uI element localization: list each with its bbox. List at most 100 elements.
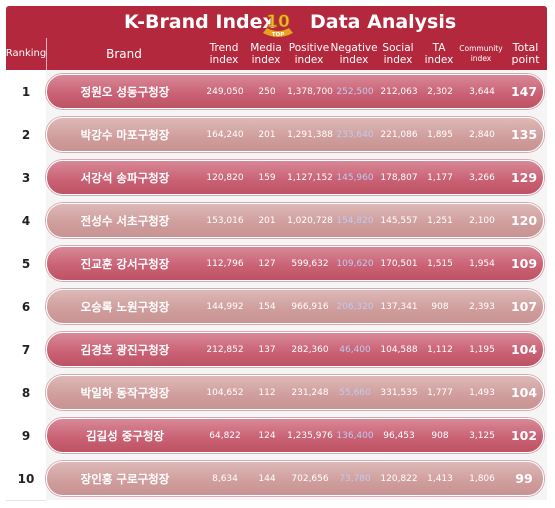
cell-ranking: 1 bbox=[6, 70, 46, 114]
ranking-table: 1 정원오 성동구청장 249,050 250 1,378,700 252,500 212,… bbox=[6, 70, 547, 501]
cell-ta-index: 2,302 bbox=[427, 86, 453, 97]
cell-trend-index: 144,992 bbox=[206, 301, 244, 312]
header-media-index: Media index bbox=[250, 42, 282, 66]
cell-social-index: 178,807 bbox=[380, 172, 418, 183]
cell-brand: 서강석 송파구청장 bbox=[80, 170, 170, 185]
cell-positive-index: 1,378,700 bbox=[287, 86, 333, 97]
cell-negative-index: 109,620 bbox=[336, 258, 374, 269]
table-row: 6 오승록 노원구청장 144,992 154 966,916 206,320 137,34… bbox=[6, 285, 547, 329]
table-row: 8 박일하 동작구청장 104,652 112 231,248 55,660 331,535… bbox=[6, 371, 547, 415]
cell-brand: 김길성 중구청장 bbox=[85, 428, 165, 443]
cell-total-point: 104 bbox=[510, 385, 538, 400]
cell-brand: 정원오 성동구청장 bbox=[80, 84, 170, 99]
cell-social-index: 120,822 bbox=[380, 473, 418, 484]
top10-badge-icon: 10 TOP bbox=[263, 12, 293, 38]
cell-brand: 박일하 동작구청장 bbox=[80, 385, 170, 400]
cell-social-index: 331,535 bbox=[380, 387, 418, 398]
cell-positive-index: 1,127,152 bbox=[287, 172, 333, 183]
header-ta-index: TA index bbox=[424, 42, 454, 66]
cell-trend-index: 64,822 bbox=[209, 430, 241, 441]
cell-positive-index: 702,656 bbox=[291, 473, 329, 484]
table-row: 2 박강수 마포구청장 164,240 201 1,291,388 233,640 221,… bbox=[6, 113, 547, 157]
cell-trend-index: 249,050 bbox=[206, 86, 244, 97]
cell-ta-index: 1,112 bbox=[427, 344, 453, 355]
cell-trend-index: 112,796 bbox=[206, 258, 244, 269]
header-total-point: Total point bbox=[511, 41, 540, 66]
cell-brand: 박강수 마포구청장 bbox=[80, 127, 170, 142]
cell-positive-index: 1,020,728 bbox=[287, 215, 333, 226]
table-row: 5 진교훈 강서구청장 112,796 127 599,632 109,620 170,50… bbox=[6, 242, 547, 286]
cell-social-index: 104,588 bbox=[380, 344, 418, 355]
cell-positive-index: 966,916 bbox=[291, 301, 329, 312]
cell-community-index: 3,266 bbox=[469, 172, 495, 183]
row-pill: 김경호 광진구청장 212,852 137 282,360 46,400 104,588 1… bbox=[46, 332, 544, 367]
cell-negative-index: 252,500 bbox=[336, 86, 374, 97]
cell-ranking: 9 bbox=[6, 414, 46, 458]
cell-community-index: 1,195 bbox=[469, 344, 495, 355]
cell-ta-index: 1,177 bbox=[427, 172, 453, 183]
cell-ta-index: 1,777 bbox=[427, 387, 453, 398]
cell-community-index: 2,393 bbox=[469, 301, 495, 312]
badge-text: TOP bbox=[272, 32, 284, 38]
cell-brand: 전성수 서초구청장 bbox=[80, 213, 170, 228]
table-row: 9 김길성 중구청장 64,822 124 1,235,976 136,400 96,453… bbox=[6, 414, 547, 458]
title-right: Data Analysis bbox=[310, 11, 457, 33]
cell-negative-index: 154,820 bbox=[336, 215, 374, 226]
cell-total-point: 129 bbox=[510, 170, 538, 185]
cell-total-point: 102 bbox=[510, 428, 538, 443]
table-row: 4 전성수 서초구청장 153,016 201 1,020,728 154,820 145,… bbox=[6, 199, 547, 243]
row-pill: 전성수 서초구청장 153,016 201 1,020,728 154,820 145,5… bbox=[46, 203, 544, 238]
cell-ranking: 10 bbox=[6, 457, 46, 501]
table-header: Ranking Brand Trend index Media index Positi… bbox=[6, 38, 547, 70]
cell-media-index: 112 bbox=[258, 387, 276, 398]
header-ranking: Ranking bbox=[6, 38, 47, 70]
title-left: K-Brand Index bbox=[124, 11, 275, 33]
cell-total-point: 147 bbox=[510, 84, 538, 99]
cell-media-index: 124 bbox=[258, 430, 276, 441]
row-pill: 진교훈 강서구청장 112,796 127 599,632 109,620 170,501… bbox=[46, 246, 544, 281]
cell-ranking: 8 bbox=[6, 371, 46, 415]
cell-negative-index: 233,640 bbox=[336, 129, 374, 140]
cell-media-index: 137 bbox=[258, 344, 276, 355]
cell-trend-index: 153,016 bbox=[206, 215, 244, 226]
cell-negative-index: 73,780 bbox=[339, 473, 371, 484]
header-social-index: Social index bbox=[382, 42, 414, 66]
cell-media-index: 144 bbox=[258, 473, 276, 484]
cell-trend-index: 164,240 bbox=[206, 129, 244, 140]
cell-brand: 장인홍 구로구청장 bbox=[80, 471, 170, 486]
header-positive-index: Positive index bbox=[288, 42, 330, 66]
cell-ta-index: 1,251 bbox=[427, 215, 453, 226]
table-row: 10 장인홍 구로구청장 8,634 144 702,656 73,780 120,822 1… bbox=[6, 457, 547, 501]
cell-community-index: 1,954 bbox=[469, 258, 495, 269]
cell-total-point: 107 bbox=[510, 299, 538, 314]
table-row: 7 김경호 광진구청장 212,852 137 282,360 46,400 104,588… bbox=[6, 328, 547, 372]
cell-social-index: 137,341 bbox=[380, 301, 418, 312]
row-pill: 오승록 노원구청장 144,992 154 966,916 206,320 137,341… bbox=[46, 289, 544, 324]
cell-total-point: 135 bbox=[510, 127, 538, 142]
row-pill: 박일하 동작구청장 104,652 112 231,248 55,660 331,535 1… bbox=[46, 375, 544, 410]
header-brand: Brand bbox=[106, 47, 142, 61]
cell-trend-index: 212,852 bbox=[206, 344, 244, 355]
badge-number: 10 bbox=[266, 12, 290, 32]
cell-brand: 진교훈 강서구청장 bbox=[80, 256, 170, 271]
header-negative-index: Negative index bbox=[330, 42, 378, 66]
cell-trend-index: 8,634 bbox=[212, 473, 238, 484]
cell-ranking: 7 bbox=[6, 328, 46, 372]
row-pill: 장인홍 구로구청장 8,634 144 702,656 73,780 120,822 1,4… bbox=[46, 461, 544, 496]
cell-community-index: 2,100 bbox=[469, 215, 495, 226]
cell-positive-index: 1,291,388 bbox=[287, 129, 333, 140]
cell-social-index: 221,086 bbox=[380, 129, 418, 140]
cell-media-index: 201 bbox=[258, 129, 276, 140]
cell-ranking: 6 bbox=[6, 285, 46, 329]
cell-negative-index: 206,320 bbox=[336, 301, 374, 312]
row-pill: 서강석 송파구청장 120,820 159 1,127,152 145,960 178,8… bbox=[46, 160, 544, 195]
cell-brand: 오승록 노원구청장 bbox=[80, 299, 170, 314]
cell-media-index: 127 bbox=[258, 258, 276, 269]
cell-media-index: 201 bbox=[258, 215, 276, 226]
row-pill: 김길성 중구청장 64,822 124 1,235,976 136,400 96,453 9… bbox=[46, 418, 544, 453]
cell-media-index: 154 bbox=[258, 301, 276, 312]
cell-social-index: 212,063 bbox=[380, 86, 418, 97]
cell-trend-index: 104,652 bbox=[206, 387, 244, 398]
cell-total-point: 104 bbox=[510, 342, 538, 357]
cell-media-index: 250 bbox=[258, 86, 276, 97]
